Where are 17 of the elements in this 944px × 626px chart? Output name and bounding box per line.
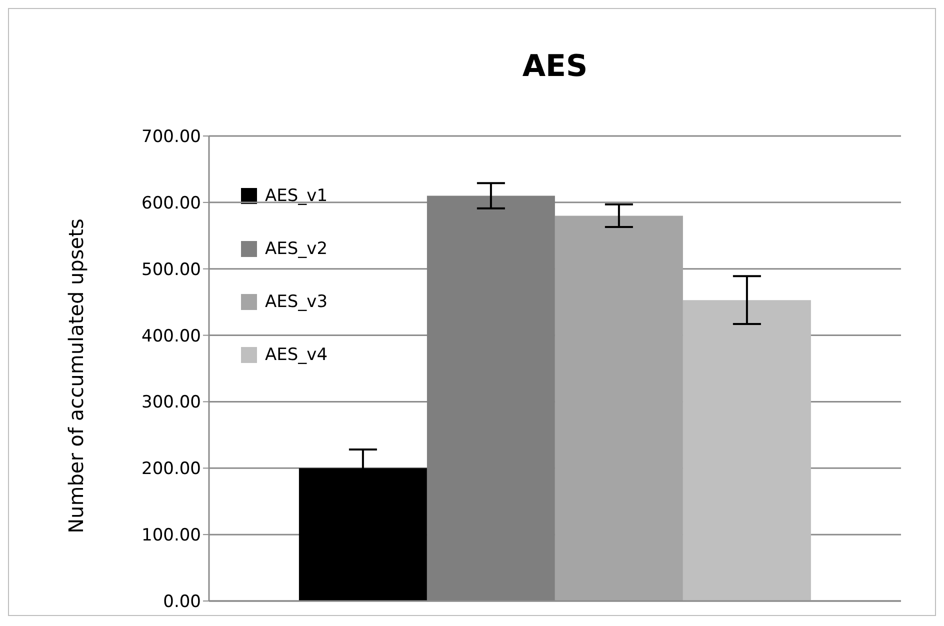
legend-label: AES_v4	[264, 344, 328, 366]
bar	[426, 196, 555, 601]
y-tick-label: 200.00	[142, 459, 201, 480]
bar	[554, 216, 683, 601]
y-tick-label: 700.00	[142, 127, 201, 148]
y-axis-title: Number of accumulated upsets	[64, 218, 88, 536]
legend-label: AES_v2	[264, 238, 328, 260]
bar	[682, 300, 811, 601]
legend-label: AES_v1	[264, 184, 328, 208]
legend-label: AES_v3	[264, 290, 328, 314]
y-tick-label: 300.00	[142, 392, 201, 413]
y-tick-label: 100.00	[142, 526, 201, 546]
y-tick-label: 500.00	[142, 260, 201, 280]
y-tick-label: 0.00	[163, 592, 201, 612]
chart-title: AES	[521, 49, 589, 84]
y-tick-label: 400.00	[142, 326, 201, 346]
y-tick-label: 600.00	[142, 193, 201, 214]
